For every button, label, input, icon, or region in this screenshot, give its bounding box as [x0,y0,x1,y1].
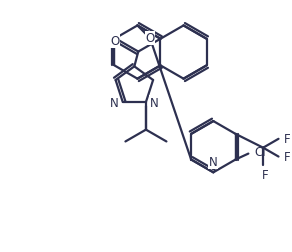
Text: O: O [110,35,119,48]
Text: N: N [110,96,119,109]
Text: F: F [262,169,268,182]
Text: N: N [150,96,159,109]
Text: Cl: Cl [254,146,266,159]
Text: N: N [209,156,218,169]
Text: O: O [145,32,154,45]
Text: F: F [284,150,290,163]
Text: F: F [284,133,290,146]
